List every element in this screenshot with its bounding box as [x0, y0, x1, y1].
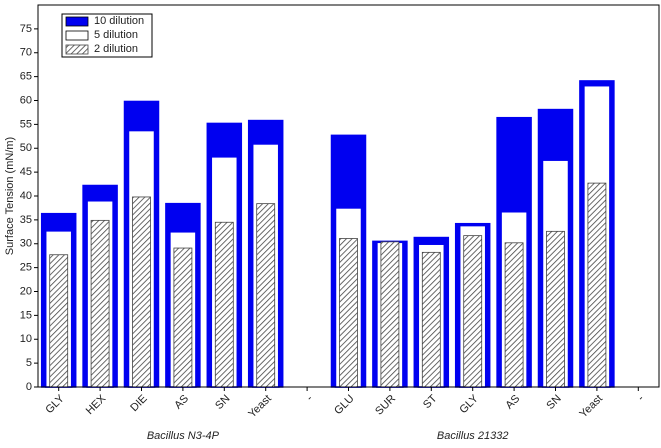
x-tick-label: Yeast [246, 393, 274, 421]
x-tick-label: SN [213, 393, 232, 412]
x-tick-label: GLY [43, 392, 67, 416]
y-tick-label: 40 [20, 190, 32, 202]
y-tick-label: 55 [20, 118, 32, 130]
x-tick-label: - [635, 392, 646, 403]
bar [132, 196, 151, 388]
group-label: Bacillus 21332 [437, 430, 509, 442]
legend-swatch [65, 30, 89, 41]
y-tick-label: 25 [20, 262, 32, 274]
y-tick-label: 5 [26, 357, 32, 369]
y-tick-label: 0 [26, 381, 32, 393]
x-tick-label: GLY [457, 392, 481, 416]
bar [587, 182, 607, 388]
y-tick-label: 65 [20, 71, 32, 83]
x-tick-label: AS [172, 393, 191, 412]
y-tick-label: 10 [20, 333, 32, 345]
x-tick-label: - [304, 392, 315, 403]
bar [339, 238, 358, 388]
x-tick-label: SN [544, 393, 563, 412]
plot-frame [37, 4, 660, 388]
x-tick-label: Yeast [577, 393, 605, 421]
bar [504, 242, 524, 388]
legend-swatch [65, 16, 89, 27]
y-tick-label: 30 [20, 238, 32, 250]
x-tick-label: AS [503, 393, 522, 412]
y-tick-label: 20 [20, 285, 32, 297]
x-tick-label: ST [421, 392, 440, 411]
bar [256, 203, 276, 388]
y-tick-label: 60 [20, 94, 32, 106]
bar [214, 221, 234, 388]
x-tick-label: GLU [332, 393, 357, 418]
legend: 10 dilution 5 dilution 2 dilution [61, 13, 153, 58]
bar [90, 219, 110, 388]
y-tick-label: 15 [20, 309, 32, 321]
legend-label: 5 dilution [94, 29, 138, 41]
bar [546, 230, 565, 388]
y-tick-label: 50 [20, 142, 32, 154]
y-tick-label: 45 [20, 166, 32, 178]
x-tick-label: HEX [84, 392, 109, 417]
y-tick-label: 35 [20, 214, 32, 226]
x-tick-label: DIE [128, 393, 149, 414]
legend-swatch [65, 44, 89, 55]
group-label: Bacillus N3-4P [147, 430, 220, 442]
y-tick-label: 70 [20, 47, 32, 59]
legend-label: 2 dilution [94, 43, 138, 55]
bar [49, 254, 69, 388]
bar [463, 235, 483, 388]
legend-label: 10 dilution [94, 15, 144, 27]
bar [421, 251, 441, 388]
bar [173, 247, 193, 388]
bar [380, 241, 400, 388]
x-tick-label: SUR [373, 393, 398, 418]
y-tick-label: 75 [20, 23, 32, 35]
y-axis-label: Surface Tension (mN/m) [4, 137, 16, 255]
